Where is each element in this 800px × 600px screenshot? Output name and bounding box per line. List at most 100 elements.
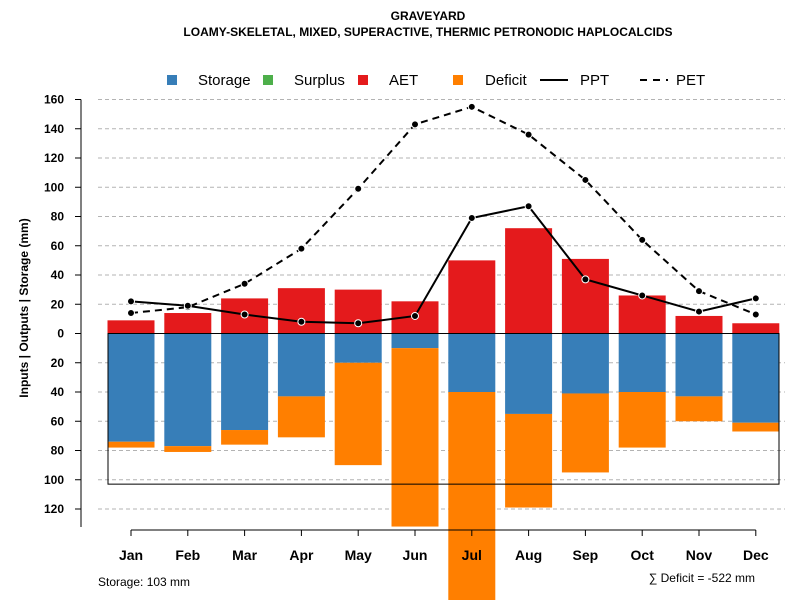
deficit-bar	[505, 413, 553, 508]
deficit-bar	[618, 392, 666, 448]
x-axis: Jan Feb Mar Apr May Jun Jul Aug Sep Oct Nov Dec	[119, 529, 769, 563]
aet-bar	[448, 260, 496, 334]
storage-bar	[221, 333, 269, 431]
pet-point	[467, 102, 476, 111]
chart-subtitle: LOAMY-SKELETAL, MIXED, SUPERACTIVE, THER…	[183, 25, 672, 39]
x-tick-label: Oct	[631, 547, 655, 563]
legend-label-pet: PET	[676, 72, 705, 89]
deficit-bar	[561, 393, 609, 473]
storage-bar	[732, 333, 780, 423]
x-tick-label: Aug	[515, 547, 542, 563]
y-tick-label: 100	[44, 180, 64, 194]
x-tick-label: Nov	[686, 547, 713, 563]
y-tick-label: 0	[57, 327, 64, 341]
y-tick-label: 40	[51, 268, 65, 282]
x-tick-label: Jun	[403, 547, 428, 563]
storage-bar	[618, 333, 666, 392]
aet-bar	[277, 288, 325, 334]
y-tick-label: 20	[51, 297, 65, 311]
ppt-line	[130, 205, 757, 325]
deficit-bar	[732, 422, 780, 432]
storage-bar	[107, 333, 155, 442]
ppt-point	[751, 294, 760, 303]
legend-label-surplus: Surplus	[294, 72, 345, 89]
deficit-bar	[277, 396, 325, 438]
storage-bar	[505, 333, 553, 414]
storage-bar	[391, 333, 439, 349]
pet-line	[130, 105, 757, 316]
x-tick-label: Feb	[175, 547, 200, 563]
y-tick-label: 40	[51, 385, 65, 399]
legend-key-surplus	[263, 75, 273, 85]
aet-bar	[675, 315, 723, 334]
pet-point	[581, 175, 590, 184]
y-tick-label: 120	[44, 502, 64, 516]
legend: Storage Surplus AET Deficit PPT PET	[167, 72, 705, 89]
pet-point	[695, 287, 703, 296]
deficit-bar	[107, 441, 155, 448]
ppt-point	[297, 317, 306, 326]
y-tick-label: 80	[51, 444, 65, 458]
legend-label-deficit: Deficit	[485, 72, 528, 89]
x-tick-label: Mar	[232, 547, 257, 563]
storage-bar	[448, 333, 496, 392]
aet-bar	[732, 323, 780, 334]
ppt-point	[524, 202, 533, 211]
ppt-point	[240, 310, 249, 319]
pet-point	[524, 130, 533, 139]
pet-point	[411, 120, 419, 129]
aet-bar	[505, 228, 553, 334]
chart-title: GRAVEYARD	[391, 9, 466, 23]
y-tick-label: 100	[44, 473, 64, 487]
storage-bar	[164, 333, 212, 447]
legend-key-deficit	[453, 75, 463, 85]
gridlines	[98, 99, 785, 510]
deficit-bar	[221, 430, 269, 445]
pet-point	[638, 235, 647, 244]
x-tick-label: May	[345, 547, 372, 563]
y-tick-label: 60	[51, 414, 65, 428]
aet-bar	[164, 313, 212, 334]
y-tick-label: 80	[51, 210, 65, 224]
pet-point	[297, 244, 306, 253]
y-tick-label: 120	[44, 151, 64, 165]
legend-label-ppt: PPT	[580, 72, 609, 89]
legend-label-aet: AET	[389, 72, 418, 89]
ppt-point	[638, 291, 647, 300]
x-tick-label: Apr	[289, 547, 314, 563]
pet-point	[127, 309, 135, 318]
y-axis: 160 140 120 100 80 60 40 20 0 20 40 60 80 100 120	[44, 93, 82, 527]
ppt-point	[183, 301, 192, 310]
legend-label-storage: Storage	[198, 72, 251, 89]
pet-point	[751, 310, 760, 319]
series-lines	[127, 102, 760, 328]
x-tick-label: Dec	[743, 547, 769, 563]
aet-bar	[107, 320, 155, 334]
deficit-note: ∑ Deficit = -522 mm	[649, 571, 755, 585]
deficit-bar	[391, 348, 439, 527]
bars	[107, 228, 780, 600]
ppt-point	[127, 297, 135, 306]
deficit-bar	[164, 446, 212, 452]
aet-bar	[618, 295, 666, 334]
ppt-point	[695, 307, 703, 316]
storage-note: Storage: 103 mm	[98, 575, 190, 589]
deficit-bar	[334, 362, 382, 466]
ppt-point	[354, 319, 363, 328]
storage-bar	[561, 333, 609, 394]
x-tick-label: Jan	[119, 547, 143, 563]
pet-point	[240, 279, 249, 288]
x-tick-label: Sep	[573, 547, 599, 563]
aet-bar	[561, 258, 609, 334]
storage-bar	[334, 333, 382, 363]
y-tick-label: 60	[51, 239, 65, 253]
y-tick-label: 160	[44, 93, 64, 107]
ppt-point	[467, 213, 476, 222]
legend-key-storage	[167, 75, 177, 85]
pet-point	[354, 184, 363, 193]
storage-capacity-box	[107, 333, 780, 485]
x-tick-label: Jul	[462, 547, 482, 563]
ppt-point	[411, 311, 419, 320]
y-tick-label: 20	[51, 356, 65, 370]
